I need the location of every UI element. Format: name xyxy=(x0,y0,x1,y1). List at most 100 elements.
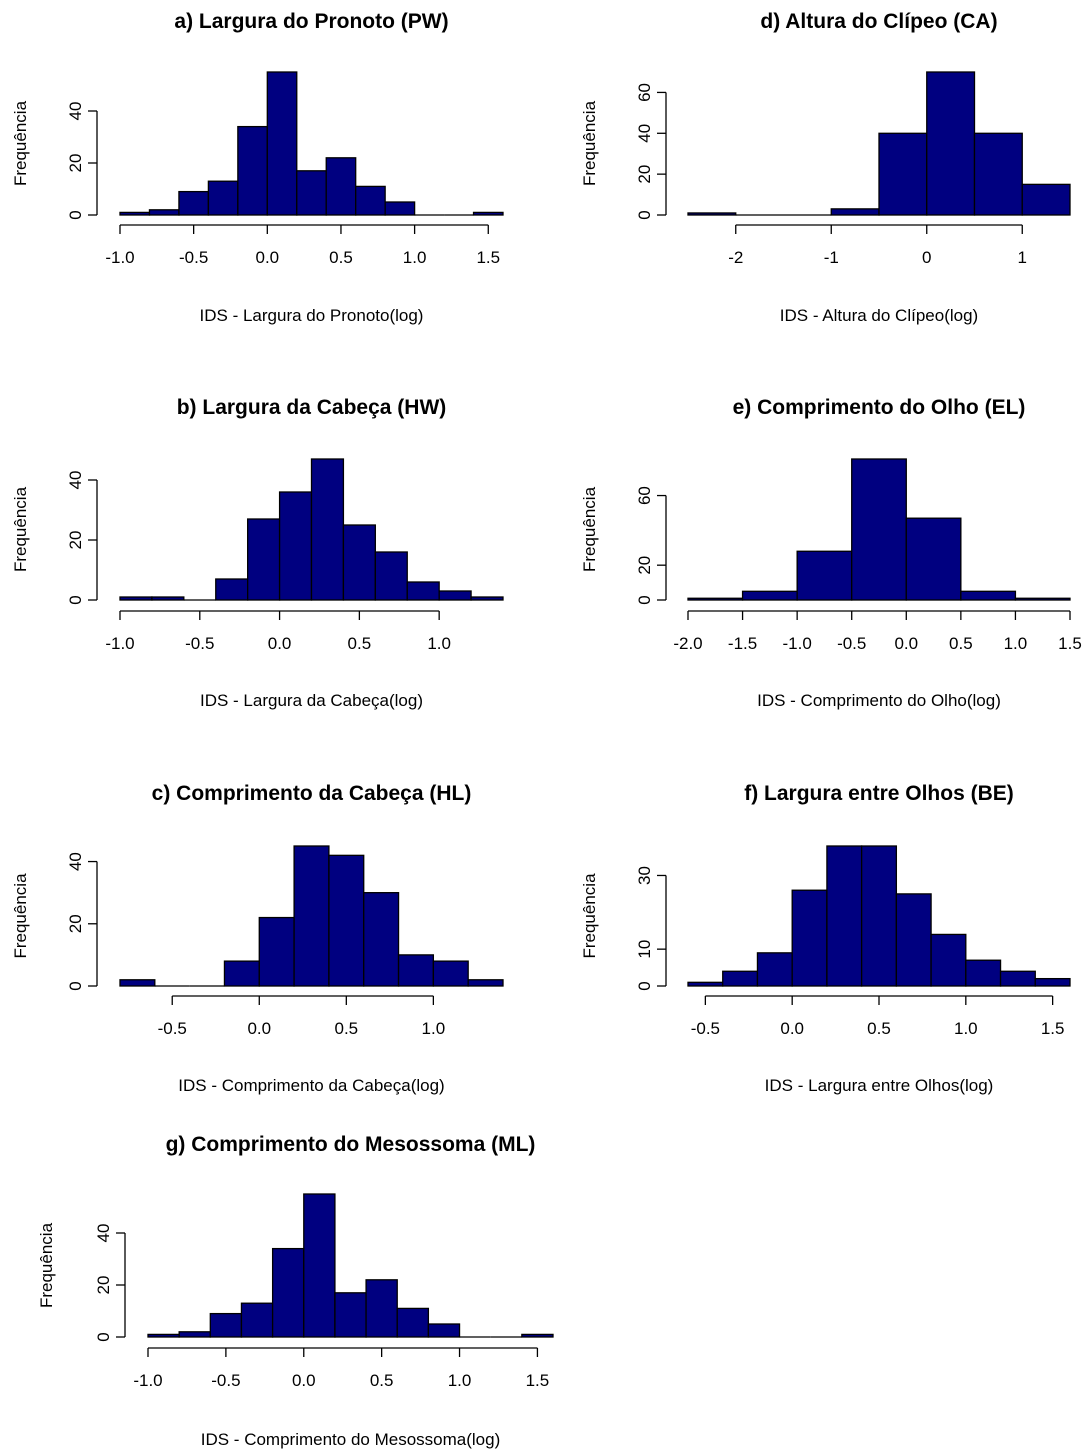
histogram-bar xyxy=(148,209,180,216)
histogram-bar xyxy=(860,845,898,987)
x-tick-label: 1.0 xyxy=(448,1371,472,1390)
histogram-bar xyxy=(895,893,932,987)
x-tick-label: 1 xyxy=(1018,248,1027,267)
histogram-bar xyxy=(965,959,1002,987)
y-axis-label: Frequência xyxy=(37,1222,56,1308)
histogram-bar xyxy=(741,590,798,601)
x-tick-label: -1.0 xyxy=(105,248,134,267)
y-tick-label: 0 xyxy=(66,210,85,219)
panel-title: b) Largura da Cabeça (HW) xyxy=(177,396,447,419)
y-tick-label: 20 xyxy=(66,531,85,550)
y-tick-label: 20 xyxy=(635,556,654,575)
histogram-bar xyxy=(310,458,345,601)
y-tick-label: 30 xyxy=(635,866,654,885)
histogram-bar xyxy=(271,1247,305,1338)
panel-title: d) Altura do Clípeo (CA) xyxy=(760,10,997,33)
x-tick-label: 1.5 xyxy=(526,1371,550,1390)
x-tick-label: -0.5 xyxy=(211,1371,240,1390)
histogram-bar xyxy=(467,979,504,987)
x-tick-label: 1.5 xyxy=(476,248,500,267)
x-tick-label: 0.0 xyxy=(292,1371,316,1390)
histogram-bar xyxy=(722,970,759,987)
x-tick-label: -0.5 xyxy=(158,1019,187,1038)
y-tick-label: 20 xyxy=(66,154,85,173)
y-tick-label: 60 xyxy=(635,486,654,505)
panel-title: g) Comprimento do Mesossoma (ML) xyxy=(166,1133,536,1156)
histogram-bar xyxy=(178,1331,211,1338)
x-axis-label: IDS - Altura do Clípeo(log) xyxy=(780,306,978,325)
x-axis-label: IDS - Comprimento da Cabeça(log) xyxy=(178,1076,444,1095)
y-axis-label: Frequência xyxy=(11,100,30,186)
histogram-bar xyxy=(1034,977,1071,987)
x-tick-label: -1.5 xyxy=(728,634,757,653)
y-tick-label: 40 xyxy=(66,852,85,871)
histogram-bar xyxy=(328,854,365,987)
x-axis-label: IDS - Comprimento do Mesossoma(log) xyxy=(201,1430,500,1449)
histogram-bar xyxy=(796,550,853,601)
histogram-panel: -1.0 -0.5 0.0 0.5 1.0 0 20 40 b) Largura da Cabe… xyxy=(11,396,504,710)
histogram-bar xyxy=(406,581,440,601)
histogram-bar xyxy=(470,596,504,601)
histogram-bar xyxy=(119,211,151,216)
y-axis-label: Frequência xyxy=(580,100,599,186)
histogram-bar xyxy=(930,933,967,987)
panel-title: c) Comprimento da Cabeça (HL) xyxy=(152,782,472,805)
histogram-bar xyxy=(687,981,724,987)
panel-title: f) Largura entre Olhos (BE) xyxy=(744,782,1014,805)
histogram-bar xyxy=(397,954,435,987)
histogram-bar xyxy=(926,71,976,216)
histogram-bar xyxy=(342,524,376,601)
x-tick-label: 1.5 xyxy=(1058,634,1082,653)
histogram-bar xyxy=(247,518,281,601)
x-tick-label: 0.5 xyxy=(370,1371,394,1390)
histogram-bar xyxy=(355,185,386,216)
x-tick-label: 0.5 xyxy=(329,248,353,267)
x-axis-label: IDS - Largura entre Olhos(log) xyxy=(765,1076,994,1095)
x-tick-label: 0.5 xyxy=(949,634,973,653)
y-tick-label: 40 xyxy=(94,1224,113,1243)
x-tick-label: -0.5 xyxy=(179,248,208,267)
panel-title: e) Comprimento do Olho (EL) xyxy=(733,396,1026,419)
x-tick-label: -1.0 xyxy=(105,634,134,653)
y-axis-label: Frequência xyxy=(11,873,30,959)
histogram-bar xyxy=(303,1193,336,1338)
x-tick-label: -2 xyxy=(728,248,743,267)
histogram-bar xyxy=(1014,597,1071,601)
x-tick-label: 0.0 xyxy=(255,248,279,267)
histogram-bar xyxy=(826,845,863,987)
x-axis-label: IDS - Largura da Cabeça(log) xyxy=(200,691,423,710)
histogram-bar xyxy=(973,132,1023,216)
x-tick-label: 0 xyxy=(922,248,931,267)
histogram-bar xyxy=(365,1279,398,1338)
histogram-bar xyxy=(960,590,1017,601)
histogram-bar xyxy=(178,190,210,216)
x-tick-label: -0.5 xyxy=(691,1019,720,1038)
histogram-bar xyxy=(237,125,268,216)
histogram-bar xyxy=(209,1312,243,1338)
y-axis-label: Frequência xyxy=(11,486,30,572)
y-tick-label: 20 xyxy=(94,1276,113,1295)
x-tick-label: 0.5 xyxy=(348,634,372,653)
x-tick-label: -0.5 xyxy=(837,634,866,653)
histogram-panel: -0.5 0.0 0.5 1.0 0 20 40 c) Comprimento da Cabe… xyxy=(11,782,504,1095)
histogram-bar xyxy=(119,596,153,601)
histogram-bar xyxy=(472,211,504,216)
x-tick-label: -0.5 xyxy=(185,634,214,653)
histogram-bar xyxy=(756,952,793,987)
histogram-bar xyxy=(521,1333,554,1338)
x-tick-label: -2.0 xyxy=(673,634,702,653)
histogram-panel: -0.5 0.0 0.5 1.0 1.5 0 10 30 f) Largura entre Ol… xyxy=(580,782,1071,1095)
histogram-bar xyxy=(334,1292,367,1338)
histogram-panel: -1.0 -0.5 0.0 0.5 1.0 1.5 0 20 40 a) Largura do P… xyxy=(11,10,504,325)
histogram-bar xyxy=(905,517,962,601)
histogram-bar xyxy=(296,170,327,216)
histogram-bar xyxy=(374,551,408,601)
x-tick-label: 1.5 xyxy=(1041,1019,1065,1038)
histogram-bar xyxy=(384,201,416,216)
y-tick-label: 20 xyxy=(635,165,654,184)
histogram-bar xyxy=(151,596,185,601)
histogram-bar xyxy=(999,970,1036,987)
y-tick-label: 0 xyxy=(635,595,654,604)
histogram-bar xyxy=(363,892,400,987)
histogram-bar xyxy=(438,590,472,601)
